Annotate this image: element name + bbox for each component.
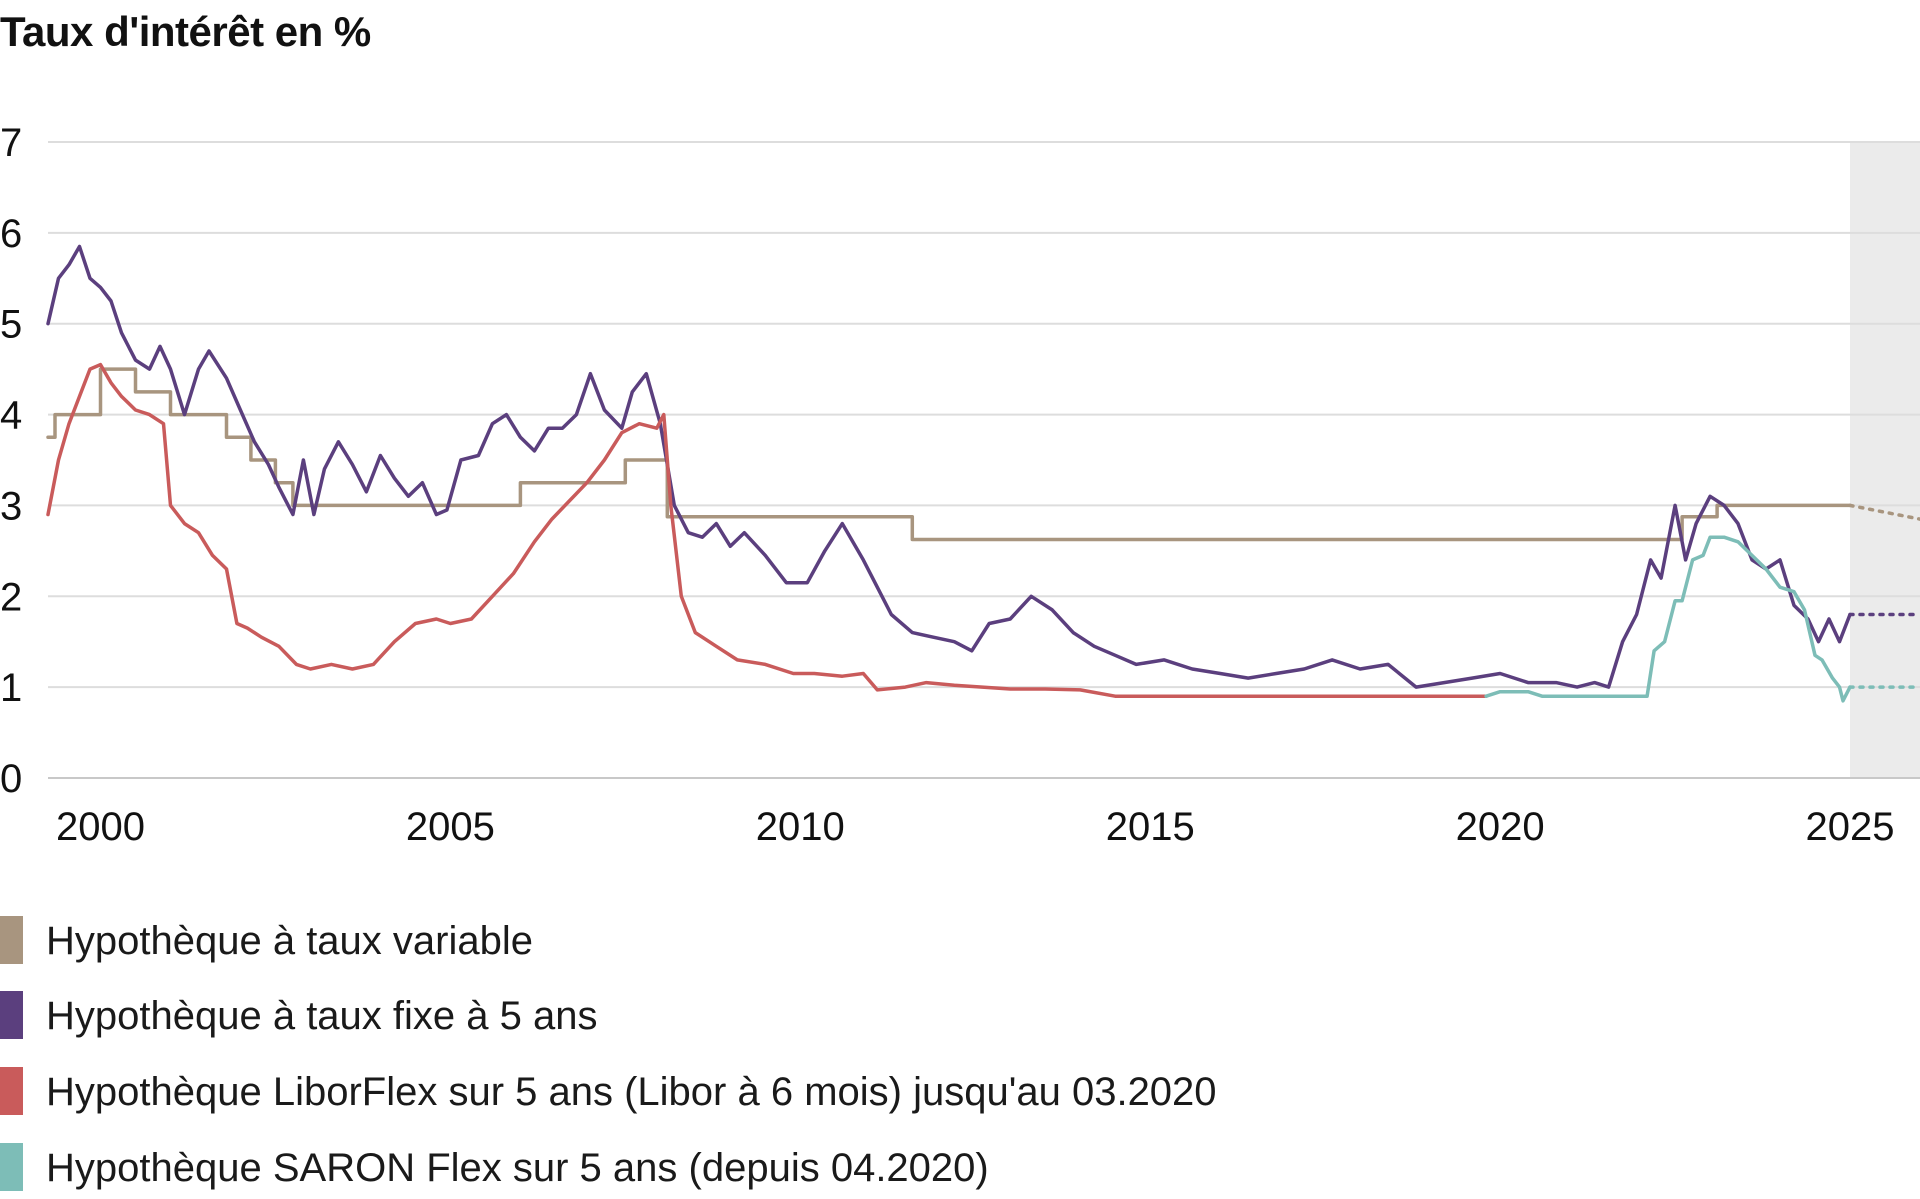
y-tick-label: 1: [0, 666, 22, 710]
x-axis: 2000 2005 2010 2015 2020 2025: [56, 805, 1895, 849]
x-tick-label: 2015: [1106, 805, 1195, 849]
legend-swatch-variable: [0, 916, 23, 964]
series-lines: [46, 244, 1852, 703]
x-tick-label: 2025: [1806, 805, 1895, 849]
x-tick-label: 2020: [1456, 805, 1545, 849]
legend-swatch-liborflex: [0, 1067, 23, 1115]
y-tick-label: 0: [0, 757, 22, 801]
y-tick-label: 2: [0, 575, 22, 619]
y-tick-label: 3: [0, 484, 22, 528]
legend-label-liborflex: Hypothèque LiborFlex sur 5 ans (Libor à …: [46, 1070, 1217, 1114]
forecast-lines: [1848, 503, 1920, 689]
x-tick-label: 2005: [406, 805, 495, 849]
y-tick-label: 6: [0, 212, 22, 256]
series-line-2: [46, 244, 1852, 689]
forecast-shading: [1850, 142, 1920, 778]
x-tick-label: 2000: [56, 805, 145, 849]
series-line-1: [46, 367, 1852, 542]
legend-label-variable: Hypothèque à taux variable: [46, 919, 533, 963]
forecast-line-1: [1848, 503, 1920, 521]
series-line-4: [1484, 535, 1852, 703]
y-tick-label: 4: [0, 394, 22, 438]
y-axis: 0 1 2 3 4 5 6 7: [0, 121, 22, 801]
y-tick-label: 7: [0, 121, 22, 165]
legend-label-fixed-5y: Hypothèque à taux fixe à 5 ans: [46, 994, 598, 1038]
legend-label-saron-flex: Hypothèque SARON Flex sur 5 ans (depuis …: [46, 1146, 989, 1190]
x-tick-label: 2010: [756, 805, 845, 849]
line-chart: 0 1 2 3 4 5 6 7 2000 2005 2010 2015 2020 2025: [0, 121, 1920, 849]
series-line-3: [46, 362, 1488, 698]
chart-title: Taux d'intérêt en %: [0, 8, 371, 55]
legend-swatch-saron-flex: [0, 1143, 23, 1191]
y-tick-label: 5: [0, 303, 22, 347]
legend-swatch-fixed-5y: [0, 991, 23, 1039]
